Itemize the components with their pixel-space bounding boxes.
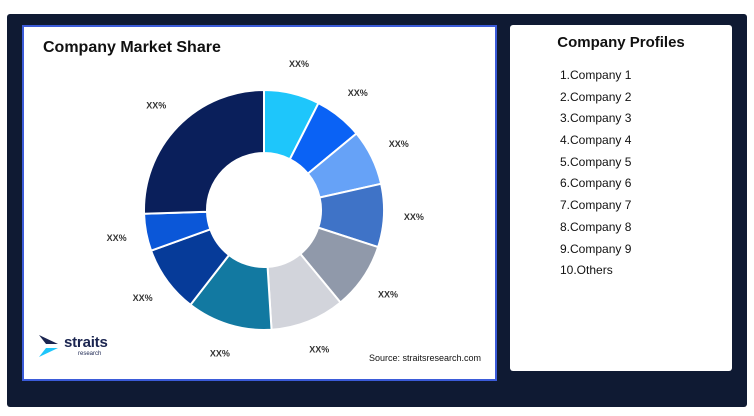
profile-item: 7.Company 7 xyxy=(560,198,632,213)
slice-label-7: XX% xyxy=(210,348,230,358)
slice-label-2: XX% xyxy=(348,88,368,98)
slice-label-6: XX% xyxy=(309,344,329,354)
profile-item: 1.Company 1 xyxy=(560,68,632,82)
profile-item: 2.Company 2 xyxy=(560,89,632,104)
slice-label-3: XX% xyxy=(389,139,409,149)
source-note: Source: straitsresearch.com xyxy=(368,353,481,363)
slice-label-8: XX% xyxy=(133,293,153,303)
straits-logo-icon xyxy=(39,335,58,357)
donut-slice-10 xyxy=(143,88,265,215)
slice-label-9: XX% xyxy=(107,233,127,243)
market-share-card: Company Market Share XX% XX% XX% XX% XX% XX% X… xyxy=(22,25,497,381)
slice-label-10: XX% xyxy=(146,101,166,111)
profile-item: 8.Company 8 xyxy=(560,219,632,234)
donut-chart: XX% XX% XX% XX% XX% XX% XX% XX% XX% XX% xyxy=(107,59,424,358)
logo-word: straits xyxy=(64,334,108,351)
profile-item: 9.Company 9 xyxy=(560,241,632,256)
profile-item: 6.Company 6 xyxy=(560,176,632,191)
profile-item: 5.Company 5 xyxy=(560,154,632,169)
logo-subtext: research xyxy=(78,351,102,357)
chart-title: Company Market Share xyxy=(43,39,221,56)
slice-label-5: XX% xyxy=(378,289,398,299)
slice-label-4: XX% xyxy=(404,212,424,222)
profiles-title: Company Profiles xyxy=(557,34,685,51)
company-profiles-card: Company Profiles 1.Company 1 2.Company 2… xyxy=(510,25,732,371)
slice-label-1: XX% xyxy=(289,59,309,69)
profiles-list: 1.Company 1 2.Company 2 3.Company 3 4.Co… xyxy=(560,65,631,282)
profile-item: 10.Others xyxy=(560,263,613,278)
profile-item: 3.Company 3 xyxy=(560,111,632,126)
profile-item: 4.Company 4 xyxy=(560,133,632,148)
